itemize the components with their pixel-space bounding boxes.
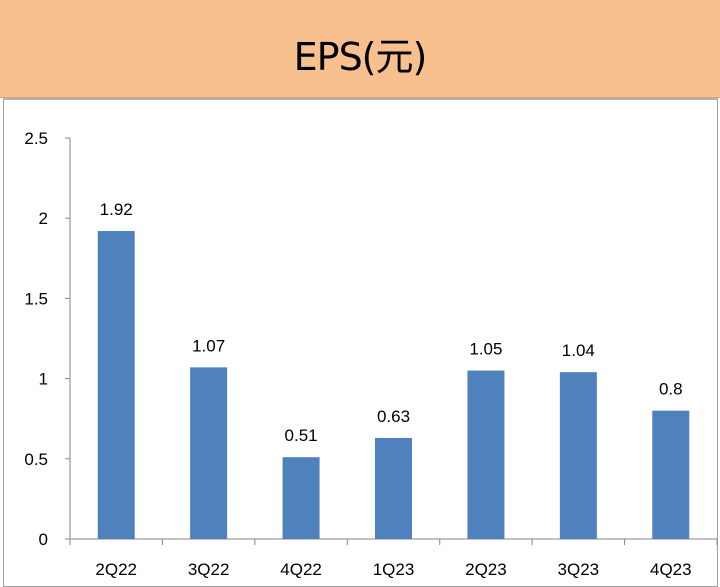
y-tick-label: 2.5 bbox=[24, 129, 48, 148]
x-tick-label: 4Q22 bbox=[280, 560, 322, 579]
y-tick-label: 1.5 bbox=[24, 289, 48, 308]
bar-1Q23 bbox=[375, 437, 412, 539]
data-label: 0.51 bbox=[285, 426, 318, 445]
x-tick-label: 4Q23 bbox=[650, 560, 692, 579]
bar-2Q23 bbox=[467, 370, 505, 539]
bar-3Q23 bbox=[559, 372, 597, 539]
x-tick-label: 2Q23 bbox=[465, 560, 507, 579]
x-tick-label: 3Q22 bbox=[188, 560, 230, 579]
chart-title: EPS(元) bbox=[293, 35, 428, 79]
data-label: 0.63 bbox=[377, 407, 410, 426]
title-banner: EPS(元) bbox=[0, 0, 720, 98]
y-tick-label: 0.5 bbox=[24, 450, 48, 469]
y-tick-label: 0 bbox=[39, 530, 48, 549]
bar-2Q22 bbox=[97, 231, 135, 540]
data-label: 1.92 bbox=[100, 200, 133, 219]
data-label: 1.04 bbox=[562, 341, 595, 360]
y-tick-label: 1 bbox=[39, 370, 48, 389]
data-label: 1.07 bbox=[192, 336, 225, 355]
data-label: 0.8 bbox=[659, 380, 683, 399]
y-tick-label: 2 bbox=[39, 209, 48, 228]
bar-3Q22 bbox=[190, 367, 228, 539]
x-tick-label: 1Q23 bbox=[373, 560, 415, 579]
bar-4Q23 bbox=[652, 410, 690, 539]
data-label: 1.05 bbox=[469, 340, 502, 359]
bar-4Q22 bbox=[282, 457, 320, 539]
x-tick-label: 2Q22 bbox=[95, 560, 137, 579]
x-tick-label: 3Q23 bbox=[558, 560, 600, 579]
